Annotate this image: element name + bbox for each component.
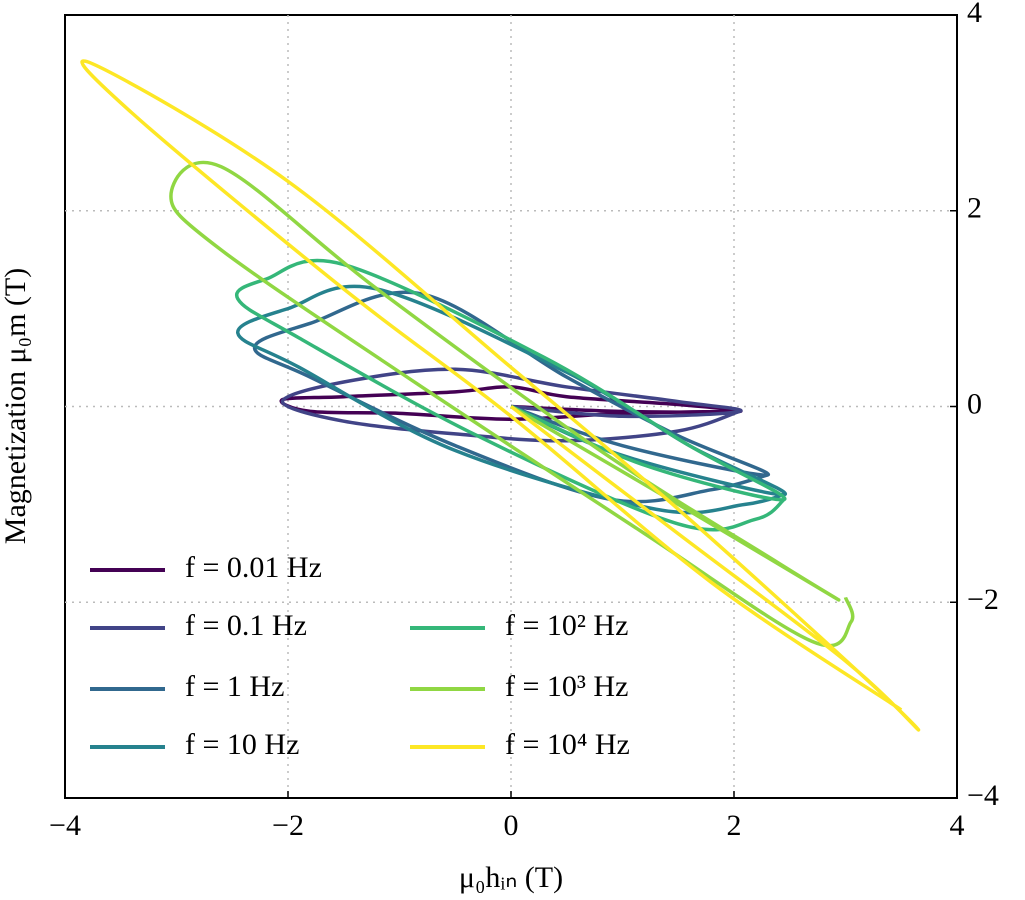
x-tick-label: −2 [272,809,304,842]
legend-label: f = 1 Hz [185,670,284,703]
legend-label: f = 0.1 Hz [185,609,307,642]
x-tick-label: −4 [49,809,81,842]
x-tick-label: 2 [727,809,742,842]
series-line [80,59,921,732]
y-axis-label: Magnetization μ₀m (T) [0,268,32,544]
y-tick-label: −2 [967,583,999,616]
series-line [169,160,855,648]
legend-label: f = 10 Hz [185,728,299,761]
legend-label: f = 10⁴ Hz [505,728,630,761]
y-tick-label: −4 [967,779,999,812]
y-tick-label: 0 [967,387,982,420]
y-tick-label: 2 [967,192,982,225]
legend-label: f = 10³ Hz [505,670,628,703]
x-tick-label: 4 [950,809,965,842]
legend-label: f = 0.01 Hz [185,551,322,584]
x-axis-label: μ₀hᵢₙ (T) [459,861,563,894]
series-line [234,258,787,532]
legend-label: f = 10² Hz [505,609,628,642]
x-tick-label: 0 [504,809,519,842]
y-tick-label: 4 [967,0,982,29]
